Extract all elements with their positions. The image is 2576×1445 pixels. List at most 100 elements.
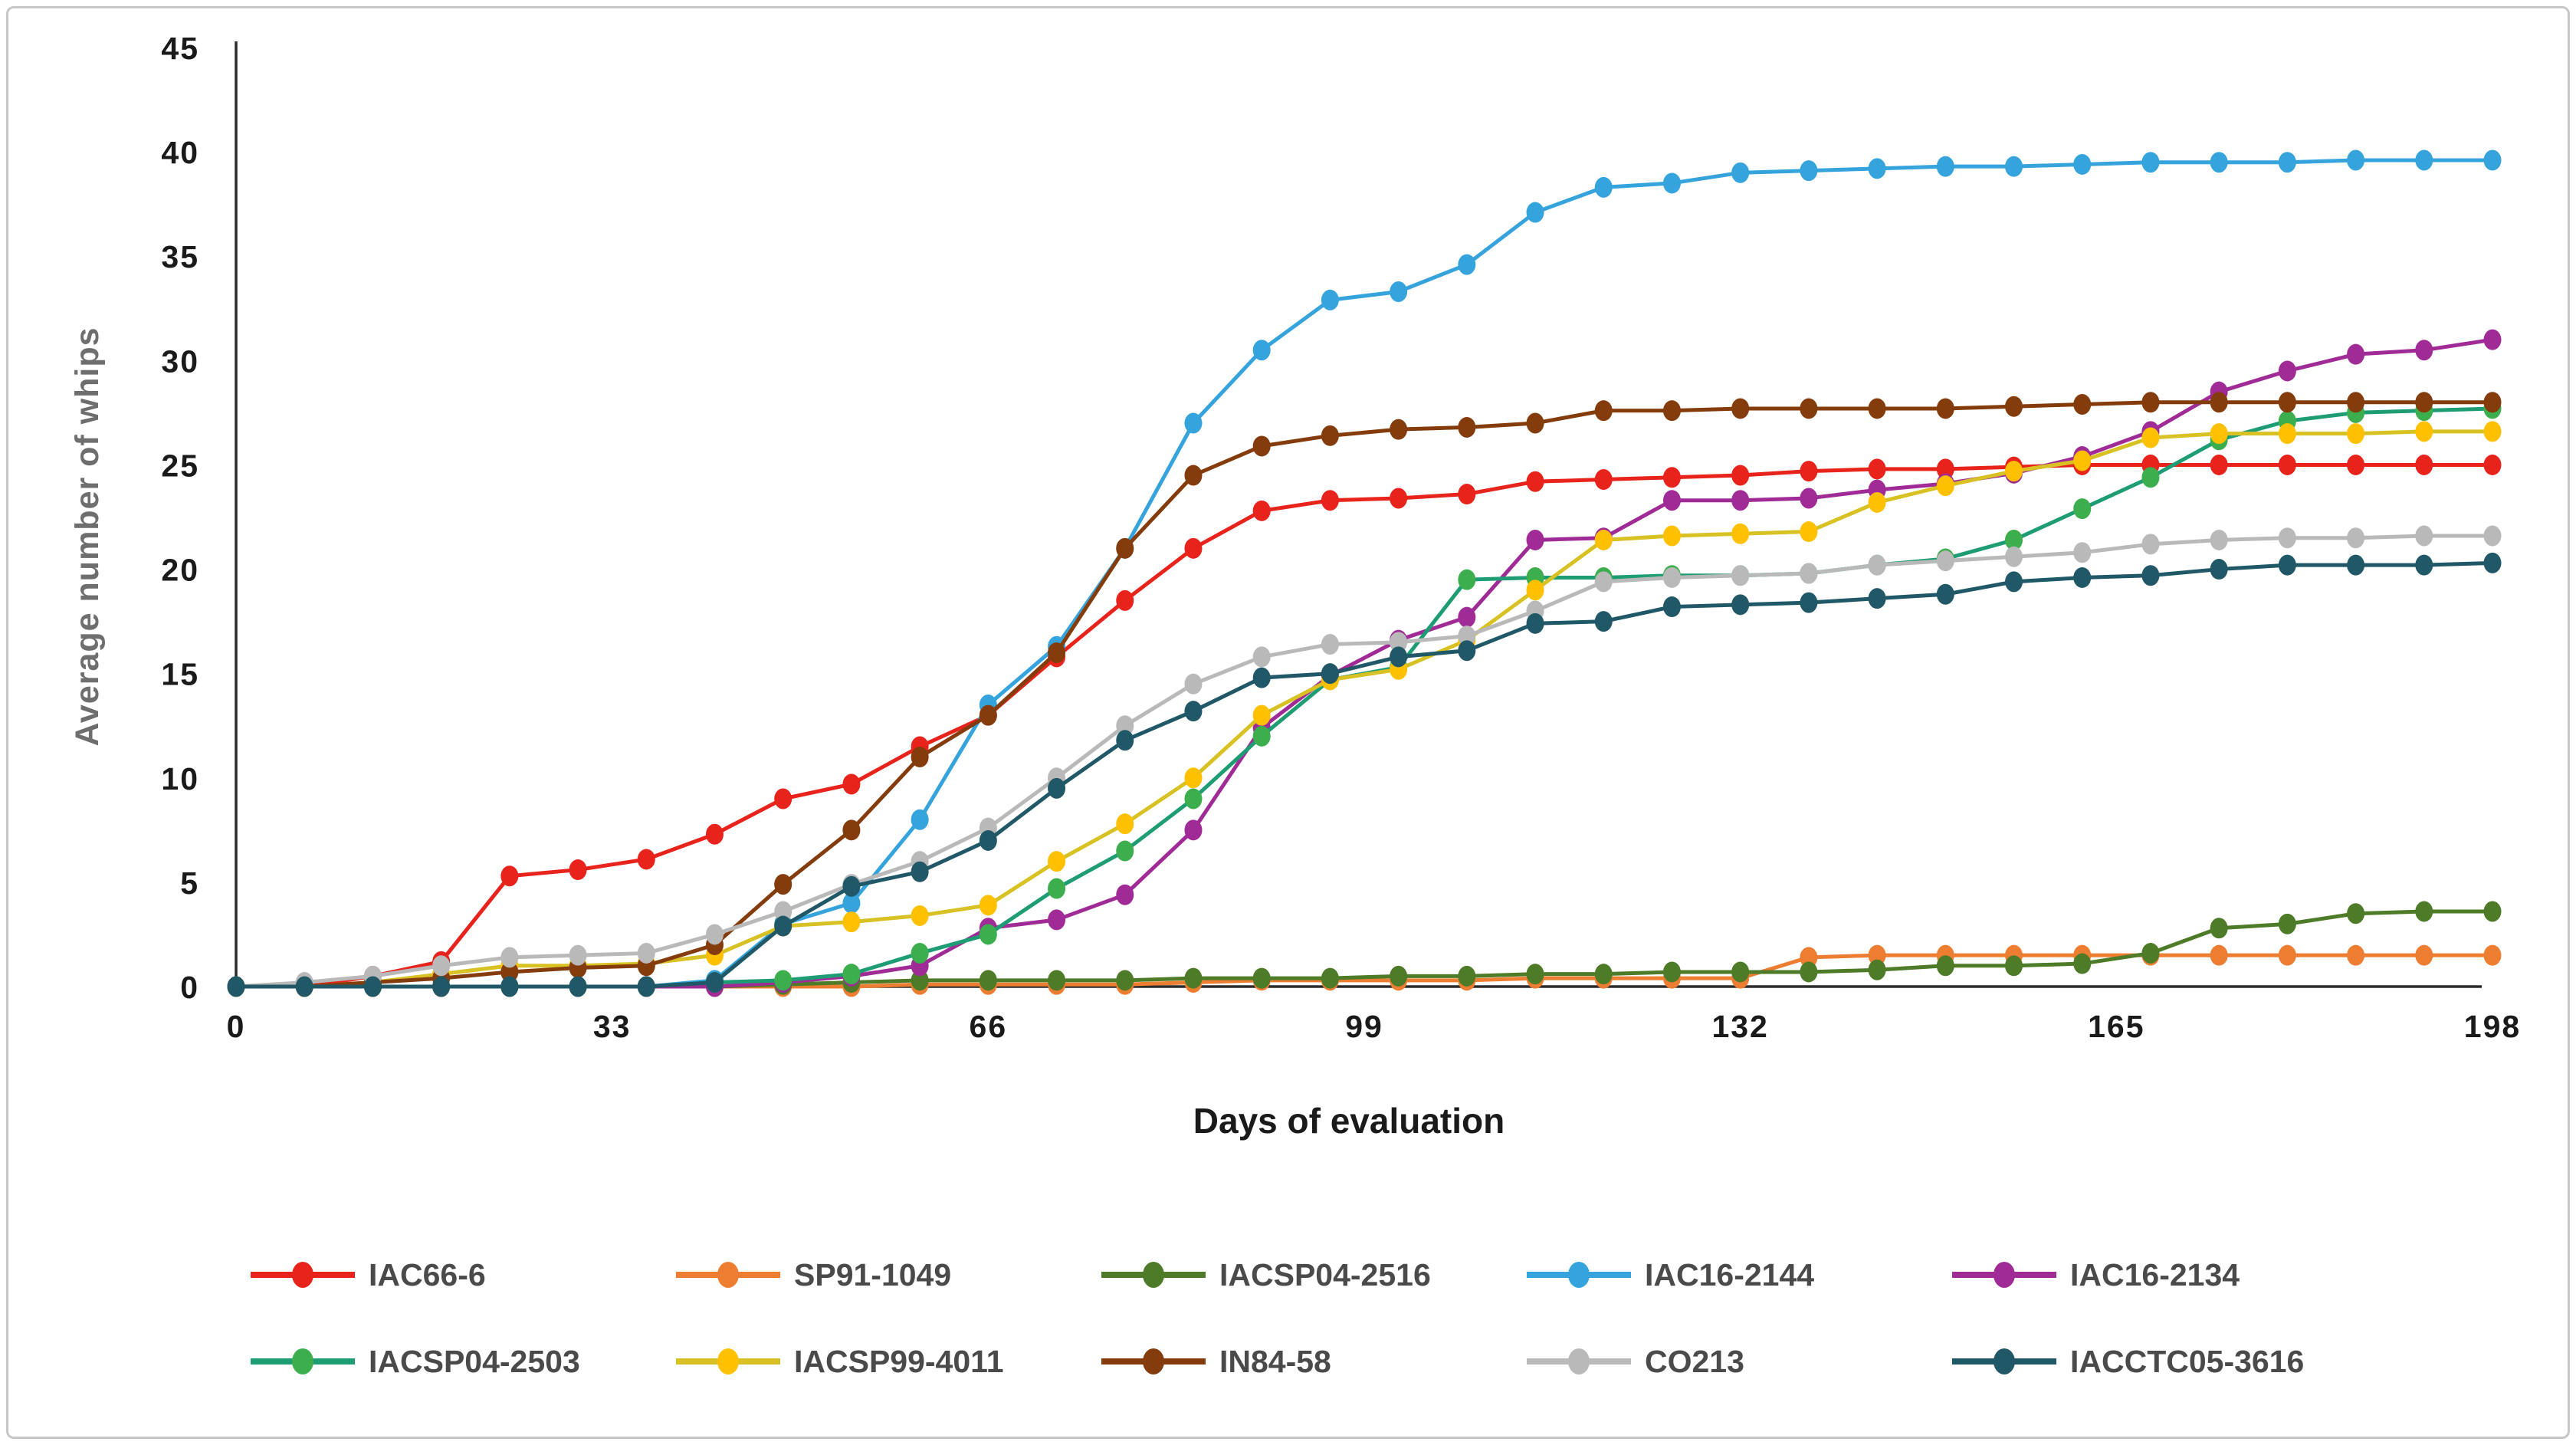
data-point xyxy=(2278,423,2296,445)
data-point xyxy=(2005,955,2023,977)
data-point xyxy=(1048,777,1066,799)
data-point xyxy=(1116,970,1134,991)
axes xyxy=(235,41,2482,988)
legend-item-label: IACSP04-2503 xyxy=(369,1344,580,1379)
data-point xyxy=(2210,529,2228,550)
data-point xyxy=(1458,606,1476,628)
data-point xyxy=(1868,398,1886,419)
data-point xyxy=(1390,281,1408,302)
data-point xyxy=(2415,525,2433,547)
legend-item-IAC16-2144: IAC16-2144 xyxy=(1527,1257,1814,1292)
data-point xyxy=(2005,461,2023,482)
series-line xyxy=(236,560,2493,989)
data-point xyxy=(1662,467,1681,488)
data-point xyxy=(1594,571,1613,593)
series-root xyxy=(227,149,2502,997)
series-line xyxy=(236,400,2492,989)
data-point xyxy=(979,704,997,726)
legend-item-label: IACSP04-2516 xyxy=(1219,1257,1431,1292)
data-point xyxy=(1800,563,1818,584)
data-point xyxy=(1868,944,1886,966)
data-point xyxy=(1800,961,1818,983)
data-point xyxy=(2483,901,2502,922)
legend-item-IACSP04-2516: IACSP04-2516 xyxy=(1101,1257,1431,1292)
data-point xyxy=(2278,554,2296,576)
data-point xyxy=(1116,884,1134,905)
data-point xyxy=(1594,964,1613,985)
x-tick-label: 33 xyxy=(593,1009,632,1044)
legend-marker xyxy=(1994,1348,2015,1374)
series-SP91-1049 xyxy=(227,944,2502,997)
legend-item-label: IACSP99-4011 xyxy=(794,1344,1004,1379)
data-point xyxy=(2278,527,2296,549)
data-point xyxy=(1458,626,1476,647)
data-point xyxy=(2073,450,2092,471)
x-tick-label: 66 xyxy=(970,1009,1008,1044)
data-point xyxy=(569,944,587,966)
data-point xyxy=(911,942,929,964)
data-point xyxy=(2415,901,2433,922)
data-point xyxy=(1458,569,1476,590)
series-IACSP99-4011 xyxy=(227,421,2502,997)
data-point xyxy=(1458,965,1476,987)
data-point xyxy=(2278,944,2296,966)
data-point xyxy=(1526,202,1544,223)
legend-item-CO213: CO213 xyxy=(1527,1344,1744,1379)
data-point xyxy=(1390,965,1408,987)
data-point xyxy=(2347,944,2365,966)
data-point xyxy=(2210,454,2228,475)
data-point xyxy=(1252,704,1271,726)
series-line xyxy=(236,462,2492,989)
data-point xyxy=(2483,329,2502,350)
data-point xyxy=(911,747,929,768)
data-point xyxy=(911,905,929,926)
data-point xyxy=(1116,730,1134,751)
data-point xyxy=(2005,571,2023,593)
data-point xyxy=(1800,488,1818,509)
y-tick-label: 25 xyxy=(161,448,199,483)
data-point xyxy=(774,901,792,922)
data-point xyxy=(774,874,792,895)
data-point xyxy=(2415,554,2433,576)
data-point xyxy=(1526,471,1544,492)
data-point xyxy=(1731,398,1750,419)
data-point xyxy=(1390,632,1408,653)
data-point xyxy=(1868,588,1886,609)
legend-marker xyxy=(717,1348,739,1374)
series-IN84-58 xyxy=(227,392,2502,997)
data-point xyxy=(1662,961,1681,983)
data-point xyxy=(295,976,313,997)
data-point xyxy=(2415,421,2433,442)
data-point xyxy=(2415,149,2433,171)
data-point xyxy=(2278,392,2296,413)
data-point xyxy=(1662,596,1681,618)
data-point xyxy=(1321,967,1339,989)
data-point xyxy=(979,829,997,851)
legend-marker xyxy=(1568,1262,1590,1288)
data-point xyxy=(1526,964,1544,985)
data-point xyxy=(1868,959,1886,980)
data-point xyxy=(911,809,929,830)
data-point xyxy=(1184,673,1203,695)
data-point xyxy=(842,911,861,933)
data-point xyxy=(1184,465,1203,486)
data-point xyxy=(2483,392,2502,413)
legend-item-IN84-58: IN84-58 xyxy=(1101,1344,1331,1379)
y-tick-label: 10 xyxy=(161,761,199,796)
data-point xyxy=(1458,484,1476,505)
data-point xyxy=(1390,646,1408,668)
data-point xyxy=(979,924,997,945)
legend-marker xyxy=(292,1348,313,1374)
data-point xyxy=(1800,592,1818,613)
x-axis-title: Days of evaluation xyxy=(1193,1101,1505,1141)
data-point xyxy=(1390,488,1408,509)
data-point xyxy=(979,895,997,916)
data-point xyxy=(1800,160,1818,182)
data-point xyxy=(2141,942,2160,964)
data-point xyxy=(1868,554,1886,576)
data-point xyxy=(842,819,861,841)
series-IAC16-2134 xyxy=(227,329,2502,997)
data-point xyxy=(2005,529,2023,550)
legend-item-label: CO213 xyxy=(1645,1344,1744,1379)
data-point xyxy=(2141,467,2160,488)
